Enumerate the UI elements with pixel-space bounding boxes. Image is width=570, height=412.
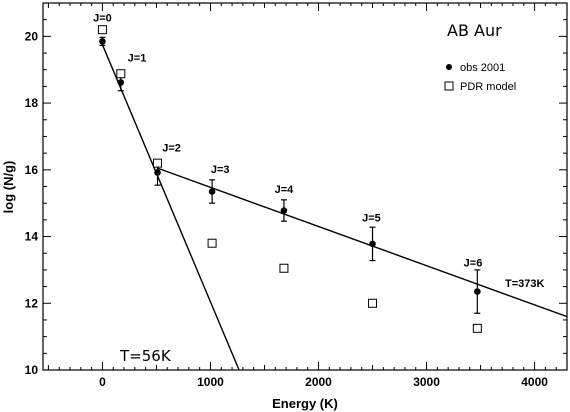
obs-point — [369, 240, 376, 248]
fit-line-1 — [157, 167, 567, 318]
pdr-model-point — [368, 298, 378, 308]
j-level-label: J=3 — [211, 164, 230, 176]
legend-label-pdr: PDR model — [460, 81, 516, 93]
x-tick-label: 0 — [99, 375, 106, 389]
y-tick-label: 20 — [25, 29, 39, 43]
y-tick-label: 10 — [25, 363, 39, 377]
x-tick-label: 2000 — [305, 375, 332, 389]
x-tick-label: 3000 — [413, 375, 440, 389]
j-level-label: J=4 — [275, 184, 295, 196]
obs-point — [208, 188, 216, 195]
j-level-label: J=1 — [128, 52, 147, 64]
chart-title: AB Aur — [447, 21, 502, 40]
j-level-label: J=6 — [464, 258, 483, 270]
j-level-label: J=2 — [162, 142, 181, 154]
j-level-label: J=5 — [362, 213, 381, 225]
x-tick-label: 4000 — [521, 375, 548, 389]
j-level-label: J=0 — [93, 12, 112, 24]
plot-frame — [42, 2, 568, 371]
pdr-model-point — [153, 158, 163, 168]
y-axis-title: log (N/g) — [1, 161, 16, 214]
legend: obs 2001 PDR model — [444, 62, 516, 93]
obs-point — [474, 288, 481, 295]
pdr-model-point — [207, 238, 217, 248]
legend-label-obs: obs 2001 — [460, 62, 505, 74]
legend-marker-obs — [446, 64, 452, 70]
pdr-model-point — [279, 263, 289, 273]
pdr-model-point — [97, 25, 107, 35]
obs-point — [154, 169, 161, 176]
x-axis-title: Energy (K) — [272, 396, 338, 411]
y-tick-label: 18 — [25, 96, 39, 110]
x-tick-label: 1000 — [197, 375, 224, 389]
y-tick-label: 16 — [25, 163, 39, 177]
legend-marker-pdr — [444, 81, 454, 91]
fit-label-373k: T=373K — [505, 278, 544, 290]
pdr-model-point — [472, 323, 482, 333]
fit-line-0 — [101, 44, 240, 370]
obs-point — [99, 38, 106, 45]
y-tick-label: 12 — [25, 296, 39, 310]
fit-label-56k: T=56K — [119, 347, 172, 365]
obs-point — [117, 79, 125, 86]
y-tick-label: 14 — [25, 230, 39, 244]
obs-point — [280, 207, 288, 214]
pdr-model-point — [116, 69, 126, 79]
